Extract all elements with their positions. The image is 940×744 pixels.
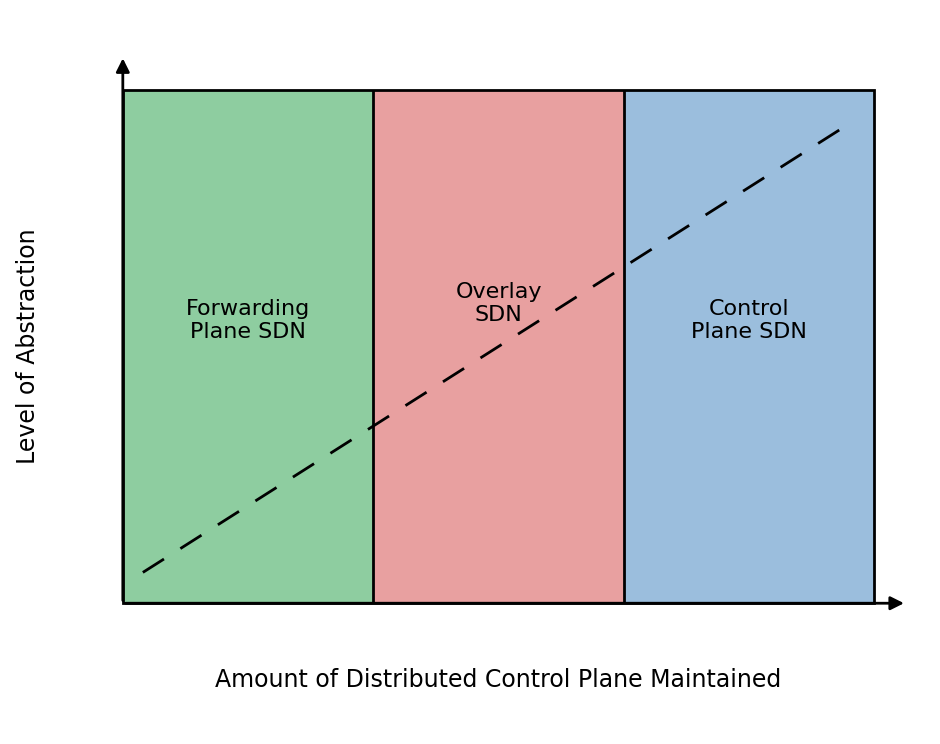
Bar bbox=[624, 90, 874, 603]
Bar bbox=[373, 90, 624, 603]
Text: Amount of Distributed Control Plane Maintained: Amount of Distributed Control Plane Main… bbox=[215, 668, 782, 692]
Text: Level of Abstraction: Level of Abstraction bbox=[16, 228, 39, 464]
Text: Overlay
SDN: Overlay SDN bbox=[455, 282, 541, 325]
Text: Control
Plane SDN: Control Plane SDN bbox=[691, 299, 807, 342]
Bar bbox=[123, 90, 373, 603]
Text: Forwarding
Plane SDN: Forwarding Plane SDN bbox=[186, 299, 310, 342]
